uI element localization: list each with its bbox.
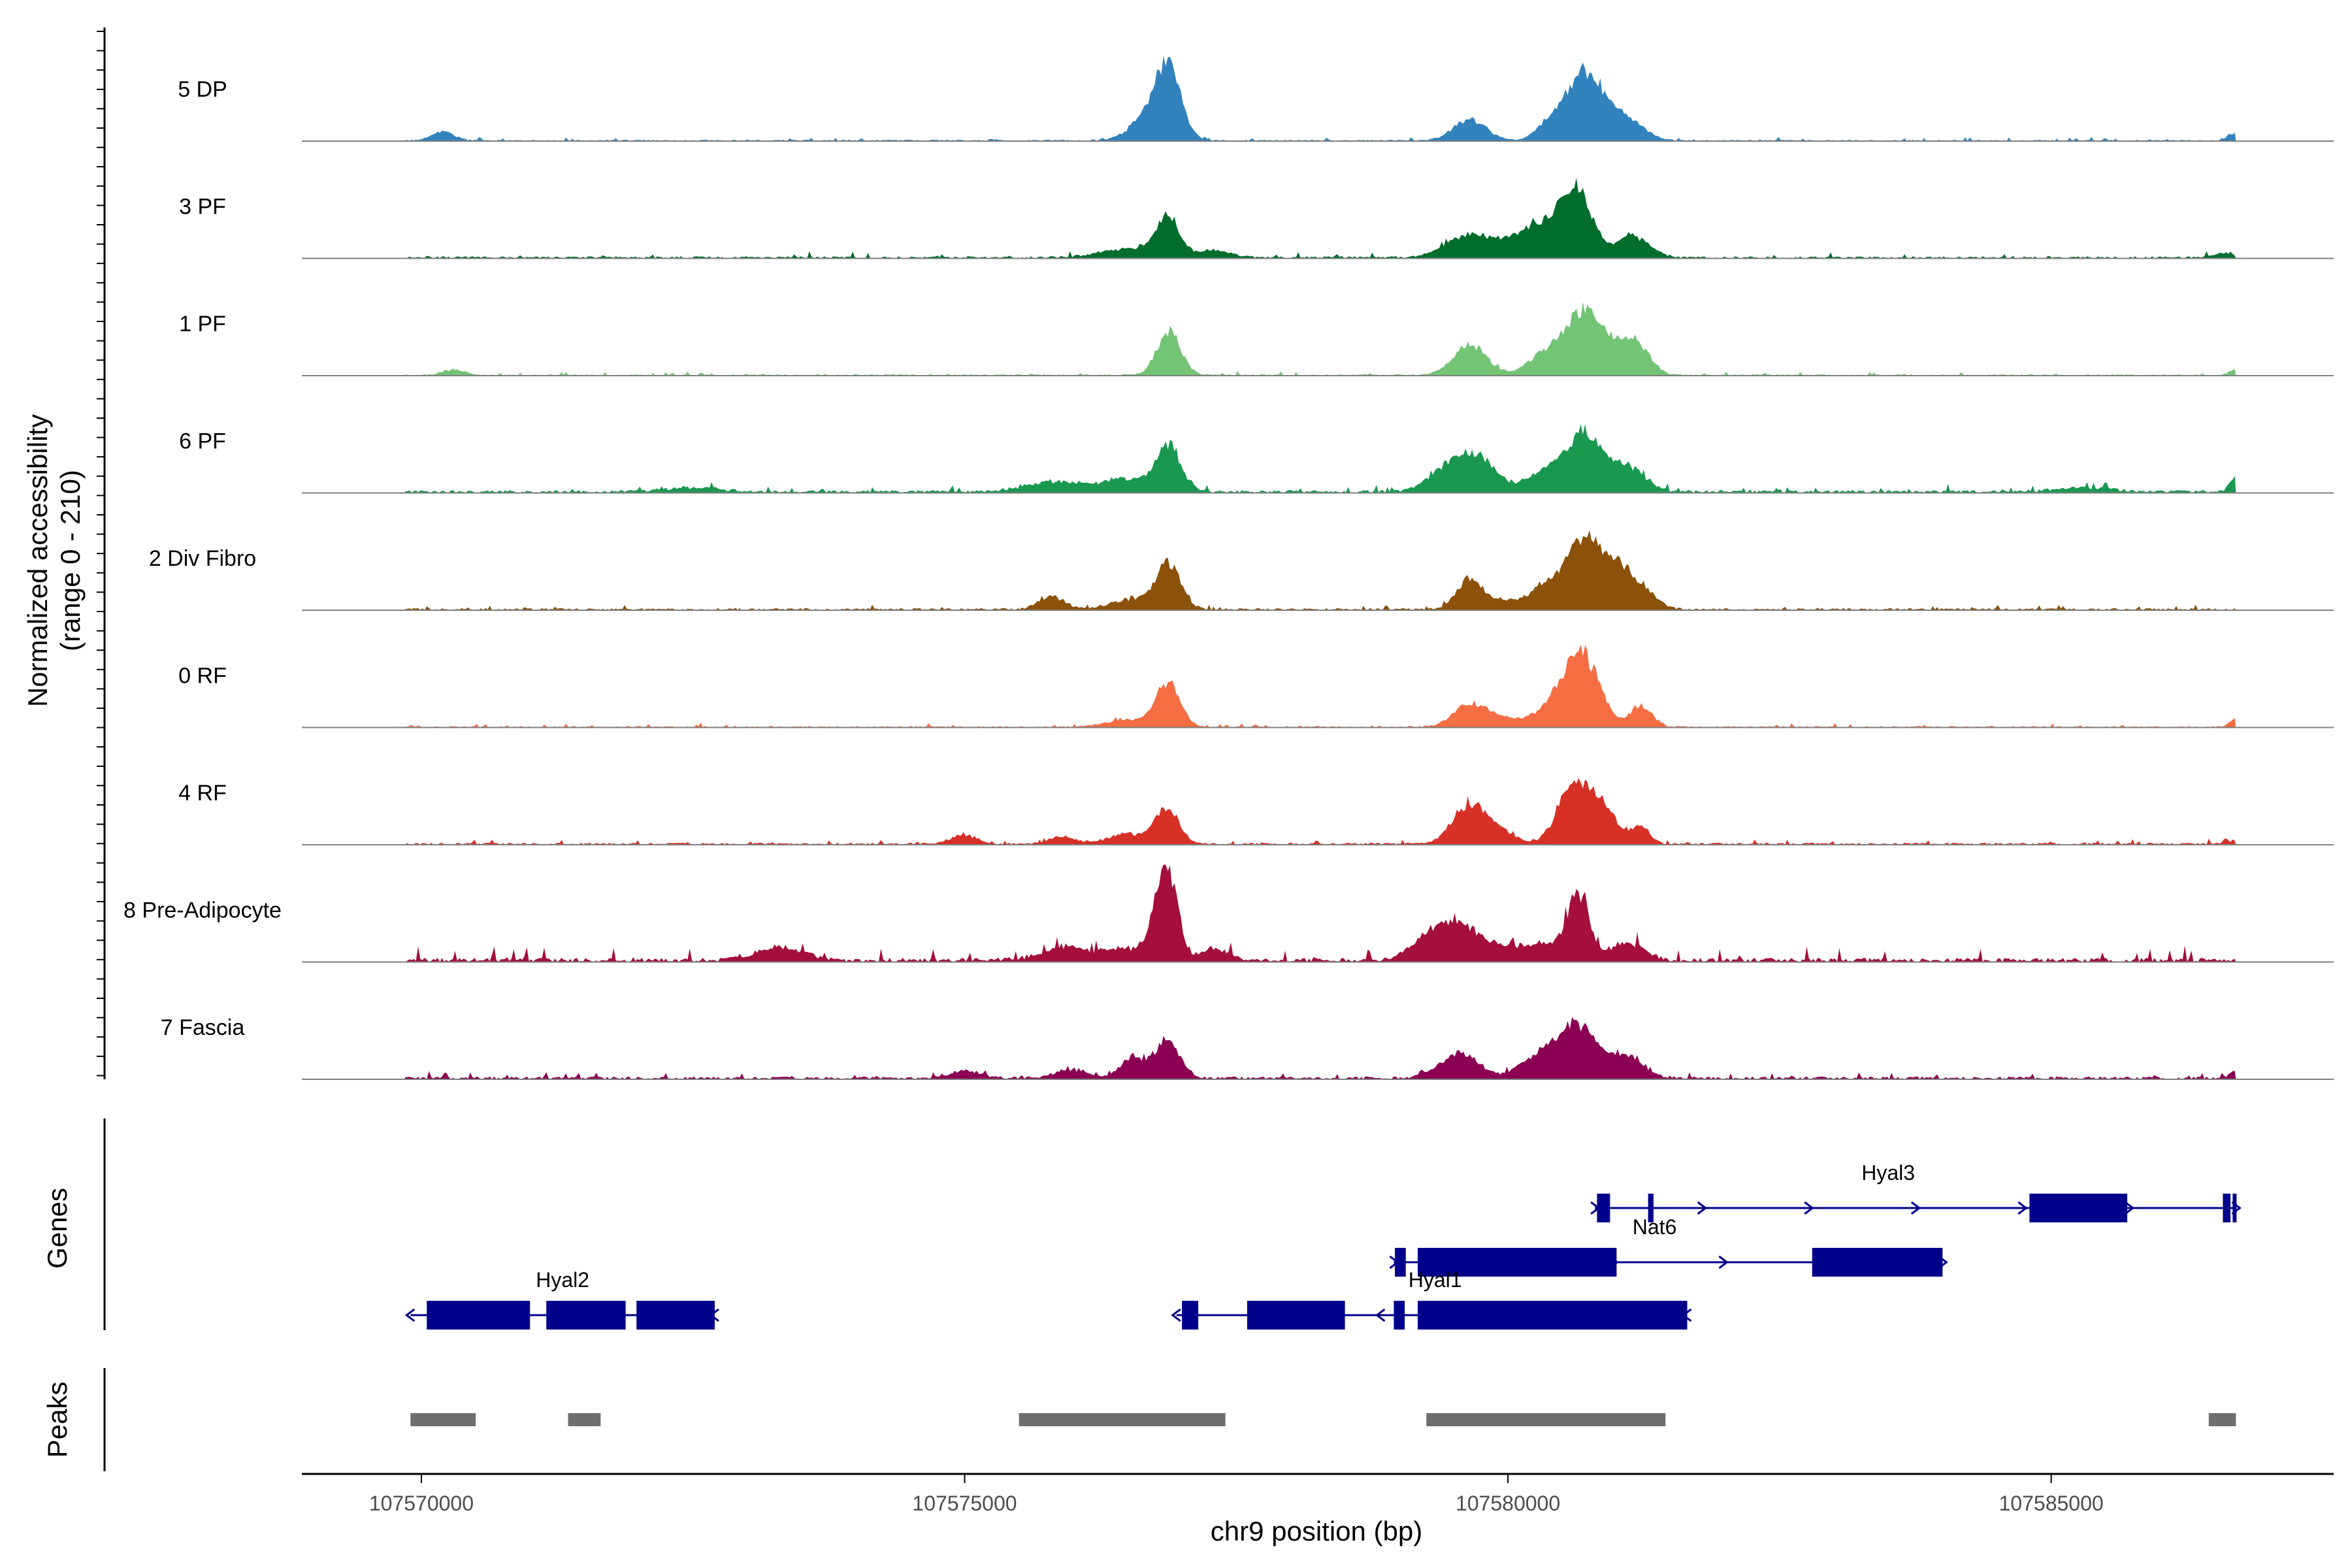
track-label-2-div-fibro: 2 Div Fibro [149, 546, 256, 571]
exon-hyal1 [1182, 1301, 1199, 1330]
coverage-area-2-div-fibro [405, 530, 2236, 610]
peaks-axis-title: Peaks [42, 1382, 73, 1458]
track-3-pf: 3 PF [179, 177, 2334, 259]
track-label-8-pre-adipocyte: 8 Pre-Adipocyte [123, 898, 282, 923]
x-axis-title: chr9 position (bp) [1211, 1516, 1423, 1546]
strand-arrow-icon [1375, 1308, 1386, 1322]
y-axis [97, 27, 106, 1079]
strand-arrow-icon [2124, 1201, 2135, 1215]
track-0-rf: 0 RF [178, 644, 2334, 728]
gene-annotation-panel: Hyal3 Nat6 Hyal2 Hyal1 [103, 1119, 2242, 1330]
exon-hyal1 [1418, 1301, 1688, 1330]
strand-arrow-icon [1171, 1308, 1181, 1322]
coverage-area-5-dp [405, 56, 2236, 141]
peak-region-bar [410, 1413, 476, 1426]
strand-arrow-icon [1718, 1255, 1729, 1269]
track-8-pre-adipocyte: 8 Pre-Adipocyte [123, 864, 2334, 963]
peaks-panel [103, 1368, 2236, 1471]
strand-arrow-icon [1697, 1201, 1708, 1215]
strand-arrow-icon [404, 1308, 416, 1322]
coverage-tracks: 5 DP 3 PF 1 PF 6 PF 2 Div Fibro 0 RF 4 RF 8 Pre… [97, 27, 2334, 1080]
exon-hyal2 [636, 1301, 715, 1330]
gene-label-hyal3: Hyal3 [1861, 1161, 1915, 1184]
peak-region-bar [2208, 1413, 2236, 1426]
gene-label-hyal1: Hyal1 [1409, 1268, 1462, 1292]
track-label-7-fascia: 7 Fascia [161, 1015, 245, 1040]
y-axis-title-line2: (range 0 - 210) [55, 470, 86, 651]
exon-nat6 [1418, 1248, 1617, 1277]
exon-nat6 [1395, 1248, 1406, 1277]
track-7-fascia: 7 Fascia [161, 1015, 2334, 1080]
exon-hyal3 [1648, 1194, 1654, 1222]
coverage-area-1-pf [405, 302, 2236, 376]
track-2-div-fibro: 2 Div Fibro [149, 530, 2334, 611]
x-tick-label: 107580000 [1456, 1492, 1560, 1515]
x-axis: 107570000 107575000 107580000 107585000 [302, 1473, 2334, 1515]
coverage-area-6-pf [405, 424, 2236, 493]
peak-region-bar [1019, 1413, 1226, 1426]
coverage-area-4-rf [405, 777, 2236, 845]
gene-label-hyal2: Hyal2 [536, 1268, 589, 1292]
peak-region-bar [1426, 1413, 1666, 1426]
strand-arrow-icon [1910, 1201, 1921, 1215]
x-tick-label: 107585000 [1999, 1492, 2104, 1515]
coverage-area-8-pre-adipocyte [405, 864, 2236, 962]
exon-nat6 [1812, 1248, 1943, 1277]
exon-hyal3 [2223, 1194, 2231, 1222]
x-tick-label: 107570000 [369, 1492, 474, 1515]
gene-hyal3: Hyal3 [1590, 1161, 2242, 1222]
exon-hyal1 [1247, 1301, 1345, 1330]
exon-hyal3 [2029, 1194, 2128, 1222]
exon-hyal1 [1394, 1301, 1405, 1330]
track-label-5-dp: 5 DP [178, 77, 227, 102]
coverage-area-3-pf [405, 177, 2236, 259]
exon-hyal3 [2232, 1194, 2237, 1222]
track-label-0-rf: 0 RF [178, 664, 227, 689]
track-label-1-pf: 1 PF [179, 312, 226, 336]
y-axis-title-line1: Normalized accessibility [22, 414, 53, 707]
track-label-4-rf: 4 RF [178, 781, 227, 806]
peak-region-bar [568, 1413, 601, 1426]
gene-hyal2: Hyal2 [404, 1268, 719, 1330]
exon-hyal2 [546, 1301, 626, 1330]
gene-label-nat6: Nat6 [1633, 1215, 1677, 1239]
track-6-pf: 6 PF [179, 424, 2334, 494]
coverage-area-7-fascia [405, 1017, 2236, 1079]
gene-hyal1: Hyal1 [1171, 1268, 1692, 1330]
track-4-rf: 4 RF [178, 777, 2334, 845]
track-label-6-pf: 6 PF [179, 429, 226, 454]
exon-hyal2 [427, 1301, 531, 1330]
gene-nat6: Nat6 [1389, 1215, 1948, 1277]
coverage-area-0-rf [405, 644, 2236, 728]
strand-arrow-icon [2017, 1201, 2028, 1215]
exon-hyal3 [1597, 1194, 1610, 1222]
x-tick-label: 107575000 [912, 1492, 1017, 1515]
track-5-dp: 5 DP [178, 56, 2334, 142]
strand-arrow-icon [1804, 1201, 1814, 1215]
track-1-pf: 1 PF [179, 302, 2334, 376]
track-label-3-pf: 3 PF [179, 195, 226, 220]
genes-axis-title: Genes [42, 1188, 73, 1269]
